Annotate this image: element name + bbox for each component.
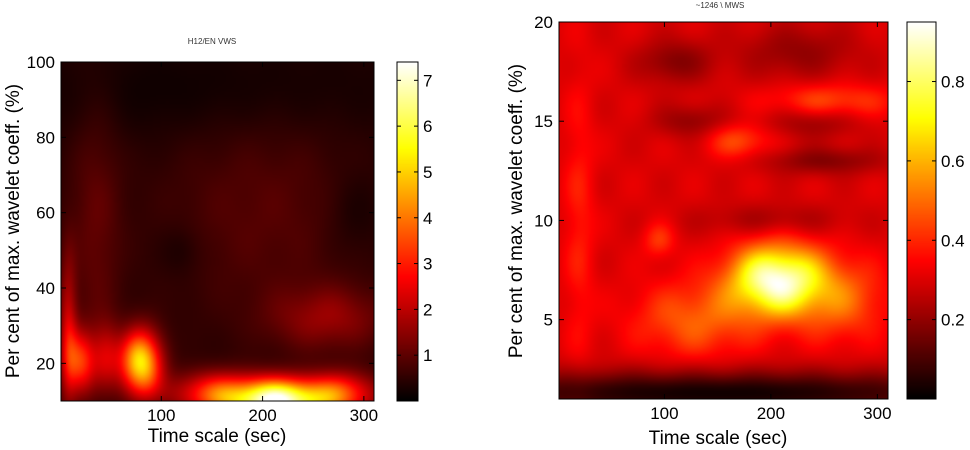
left-colorbar-frame: [396, 61, 419, 402]
right-colorbar-frame: [906, 21, 937, 400]
left-xtick-label: 300: [350, 406, 378, 425]
left-ytick-label: 100: [27, 53, 55, 72]
left-colorbar-ticks: 1 2 3 4 5 6 7: [397, 71, 432, 365]
right-xlabel: Time scale (sec): [649, 428, 788, 449]
left-cbar-tick-label: 4: [423, 209, 432, 228]
left-cbar-tick-label: 7: [423, 71, 432, 90]
right-xtick-label: 100: [650, 404, 678, 423]
left-ytick-label: 40: [36, 279, 55, 298]
left-ytick-label: 60: [36, 204, 55, 223]
left-cbar-tick-label: 1: [423, 346, 432, 365]
right-panel: ~1246 \ MWS 100 200 300 5 10 15 20 Time scale …: [506, 1, 965, 449]
right-heatmap: [559, 22, 888, 399]
left-cbar-tick-label: 3: [423, 255, 432, 274]
left-axes: 100 200 300 20 40 60 80 100: [27, 53, 378, 425]
left-panel: H12/EN VWS 100 200 300 20 40 60 80 100 Time sca…: [3, 37, 432, 447]
left-cbar-tick-label: 6: [423, 117, 432, 136]
right-ytick-label: 5: [544, 311, 553, 330]
right-cbar-tick-label: 0.8: [941, 73, 965, 92]
right-cbar-tick-label: 0.4: [941, 231, 965, 250]
right-ytick-label: 20: [534, 13, 553, 32]
right-title: ~1246 \ MWS: [696, 1, 745, 10]
left-colorbar: [397, 62, 418, 401]
right-ylabel: Per cent of max. wavelet coeff. (%): [506, 64, 527, 358]
right-cbar-tick-label: 0.6: [941, 152, 965, 171]
left-ytick-label: 20: [36, 354, 55, 373]
left-ylabel: Per cent of max. wavelet coeff. (%): [3, 84, 24, 378]
right-ytick-label: 10: [534, 211, 553, 230]
left-cbar-tick-label: 2: [423, 300, 432, 319]
right-cbar-tick-label: 0.2: [941, 311, 965, 330]
left-xtick-label: 100: [147, 406, 175, 425]
right-plot-frame: [558, 21, 889, 400]
left-xtick-label: 200: [248, 406, 276, 425]
right-colorbar: [907, 22, 936, 399]
left-cbar-tick-label: 5: [423, 163, 432, 182]
left-plot-frame: [60, 61, 375, 402]
right-xtick-label: 200: [757, 404, 785, 423]
left-xlabel: Time scale (sec): [148, 426, 287, 447]
left-ytick-label: 80: [36, 128, 55, 147]
right-colorbar-ticks: 0.2 0.4 0.6 0.8: [907, 73, 965, 330]
right-axes: 100 200 300 5 10 15 20: [534, 13, 891, 423]
left-heatmap: [61, 62, 374, 401]
left-title: H12/EN VWS: [188, 37, 236, 46]
right-xtick-label: 300: [863, 404, 891, 423]
right-ytick-label: 15: [534, 112, 553, 131]
